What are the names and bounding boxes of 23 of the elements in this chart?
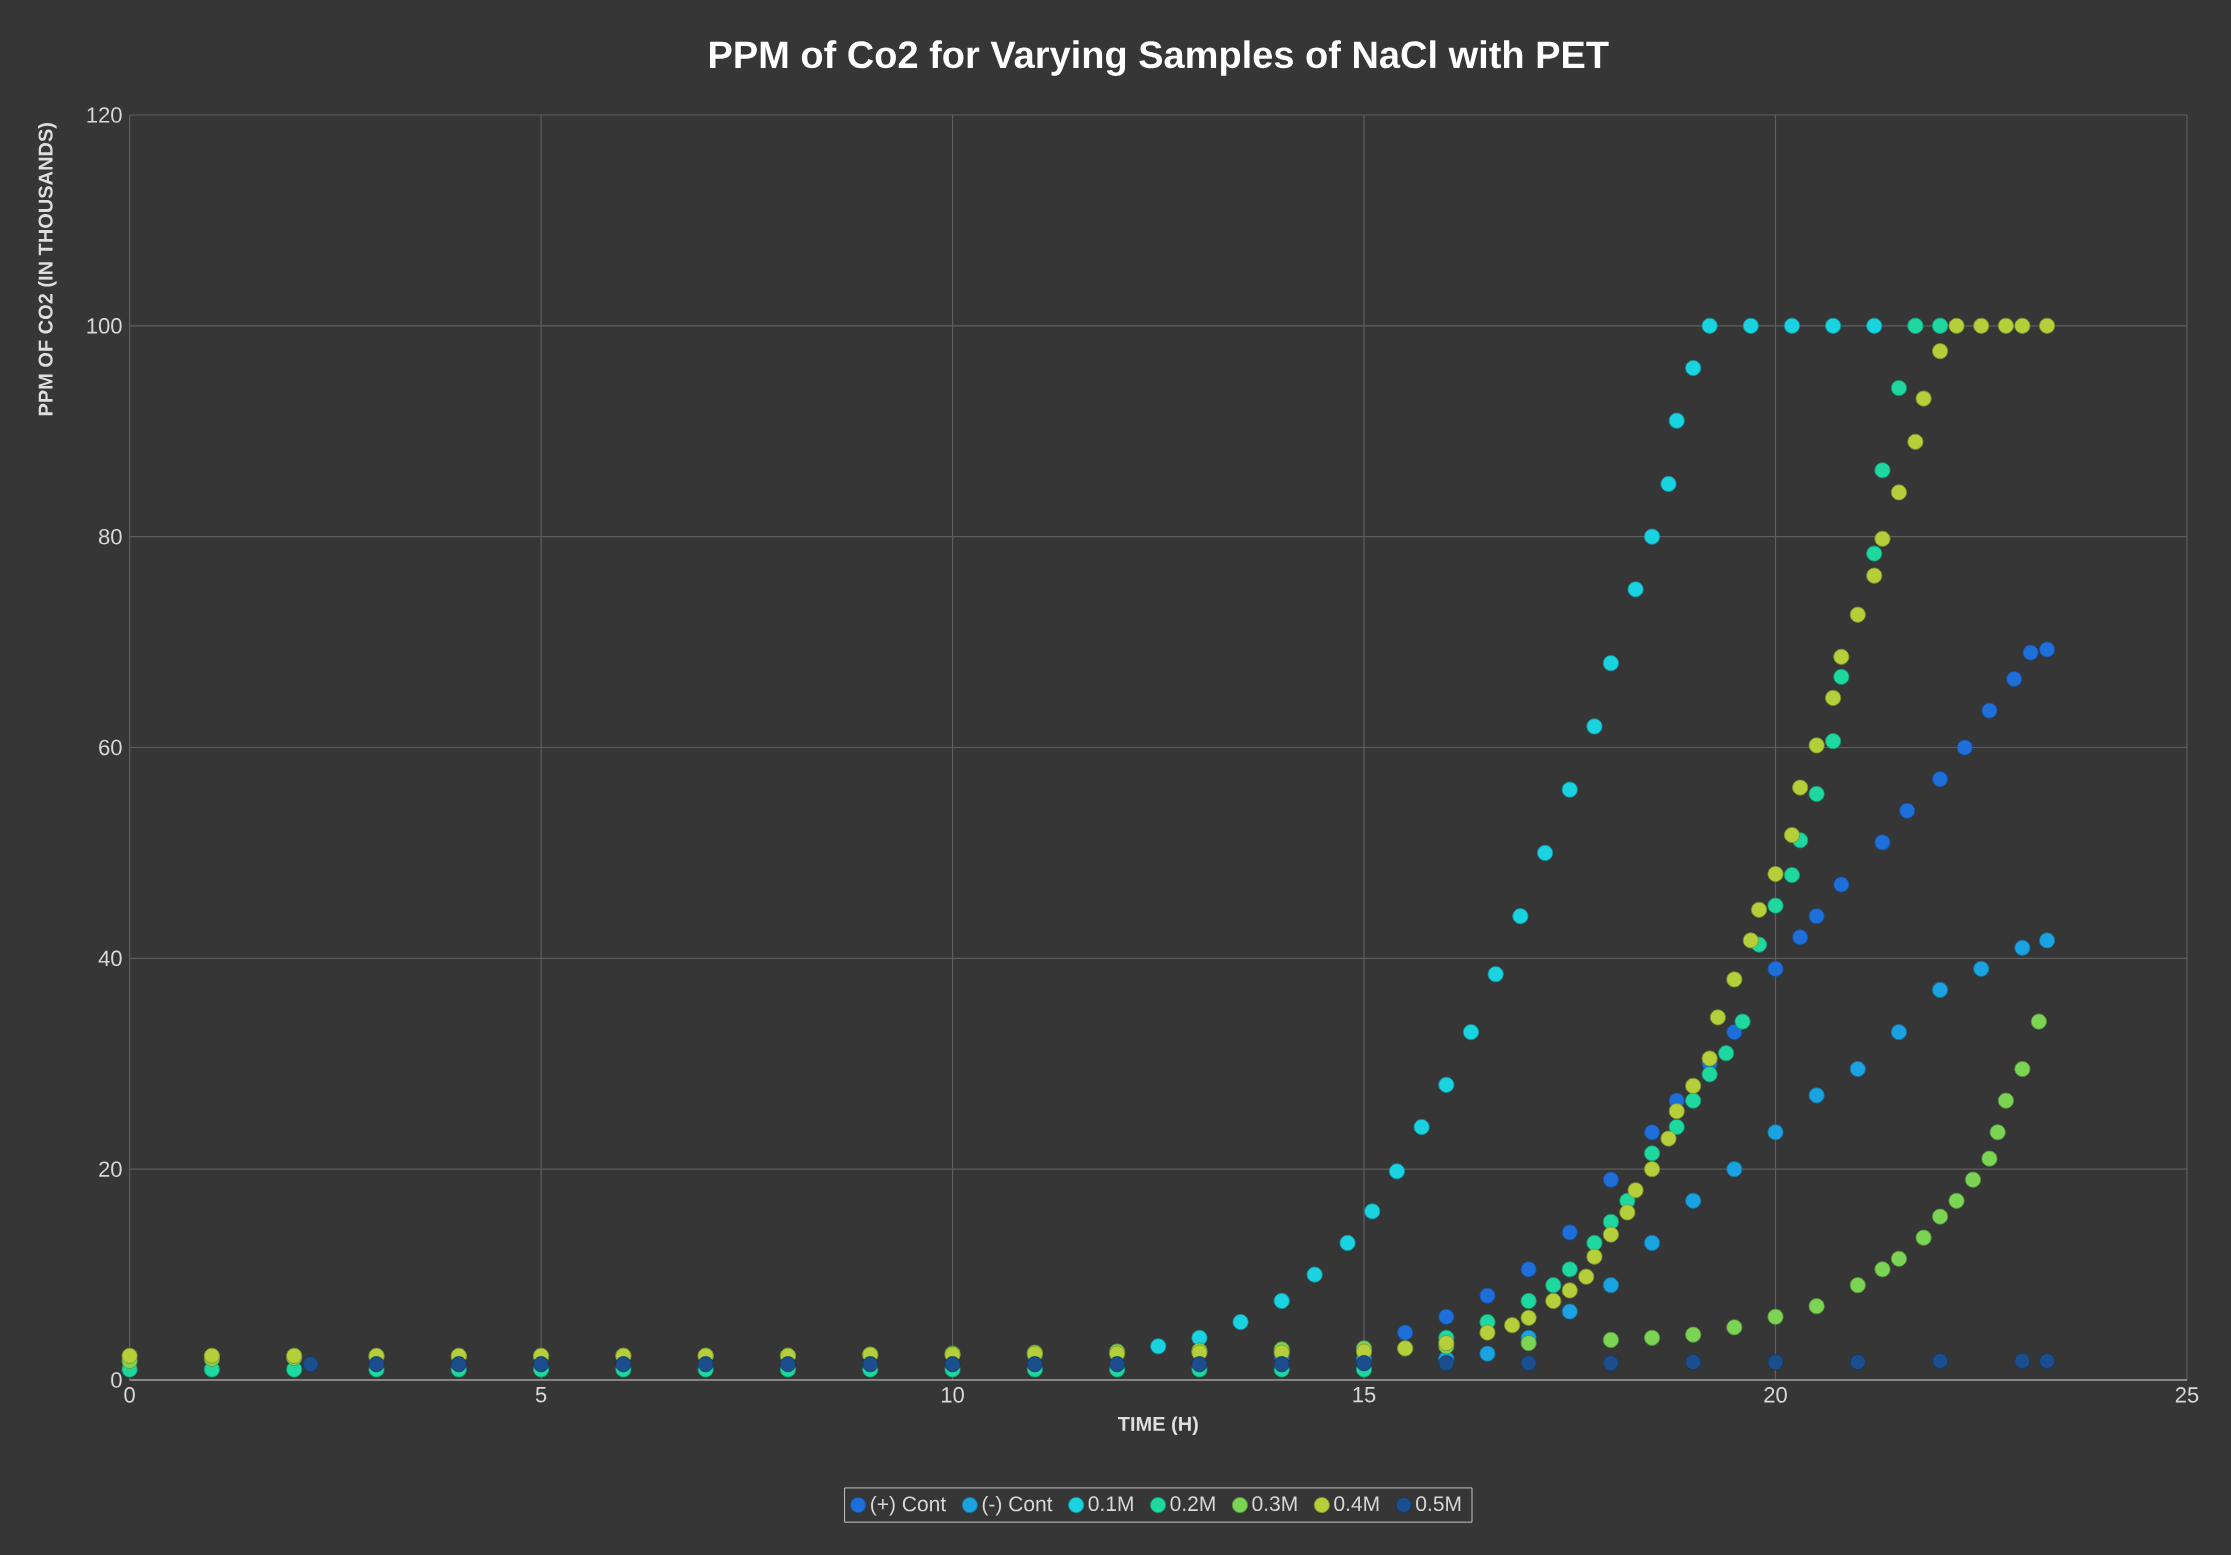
x-tick-label: 15 bbox=[1353, 1387, 1376, 1403]
legend-label: 0.1M bbox=[1088, 1496, 1133, 1512]
legend-label: (+) Cont bbox=[871, 1495, 947, 1516]
y-axis-title: PPM OF CO2 (IN THOUSANDS) bbox=[38, 123, 57, 416]
legend-label: 0.4M bbox=[1334, 1496, 1379, 1512]
legend-label: 0.5M bbox=[1416, 1496, 1461, 1512]
x-tick-label: 20 bbox=[1764, 1387, 1787, 1403]
x-tick-label: 0 bbox=[124, 1387, 135, 1403]
x-tick-label: 25 bbox=[2175, 1387, 2199, 1403]
legend-label: (-) Cont bbox=[982, 1495, 1053, 1516]
x-tick-label: 10 bbox=[941, 1387, 964, 1403]
y-tick-label: 100 bbox=[87, 318, 122, 334]
x-tick-label: 5 bbox=[535, 1387, 547, 1403]
y-tick-label: 40 bbox=[98, 950, 122, 967]
legend-label: 0.2M bbox=[1170, 1496, 1215, 1512]
y-tick-label: 20 bbox=[99, 1161, 122, 1177]
y-tick-label: 120 bbox=[87, 107, 122, 123]
y-tick-label: 80 bbox=[99, 528, 122, 545]
chart-title: PPM of Co2 for Varying Samples of NaCl with PET bbox=[710, 40, 1609, 76]
legend-label: 0.3M bbox=[1252, 1496, 1297, 1512]
y-tick-label: 0 bbox=[111, 1372, 122, 1388]
y-tick-label: 60 bbox=[99, 739, 122, 756]
x-axis-title: TIME (H) bbox=[1117, 1416, 1198, 1436]
